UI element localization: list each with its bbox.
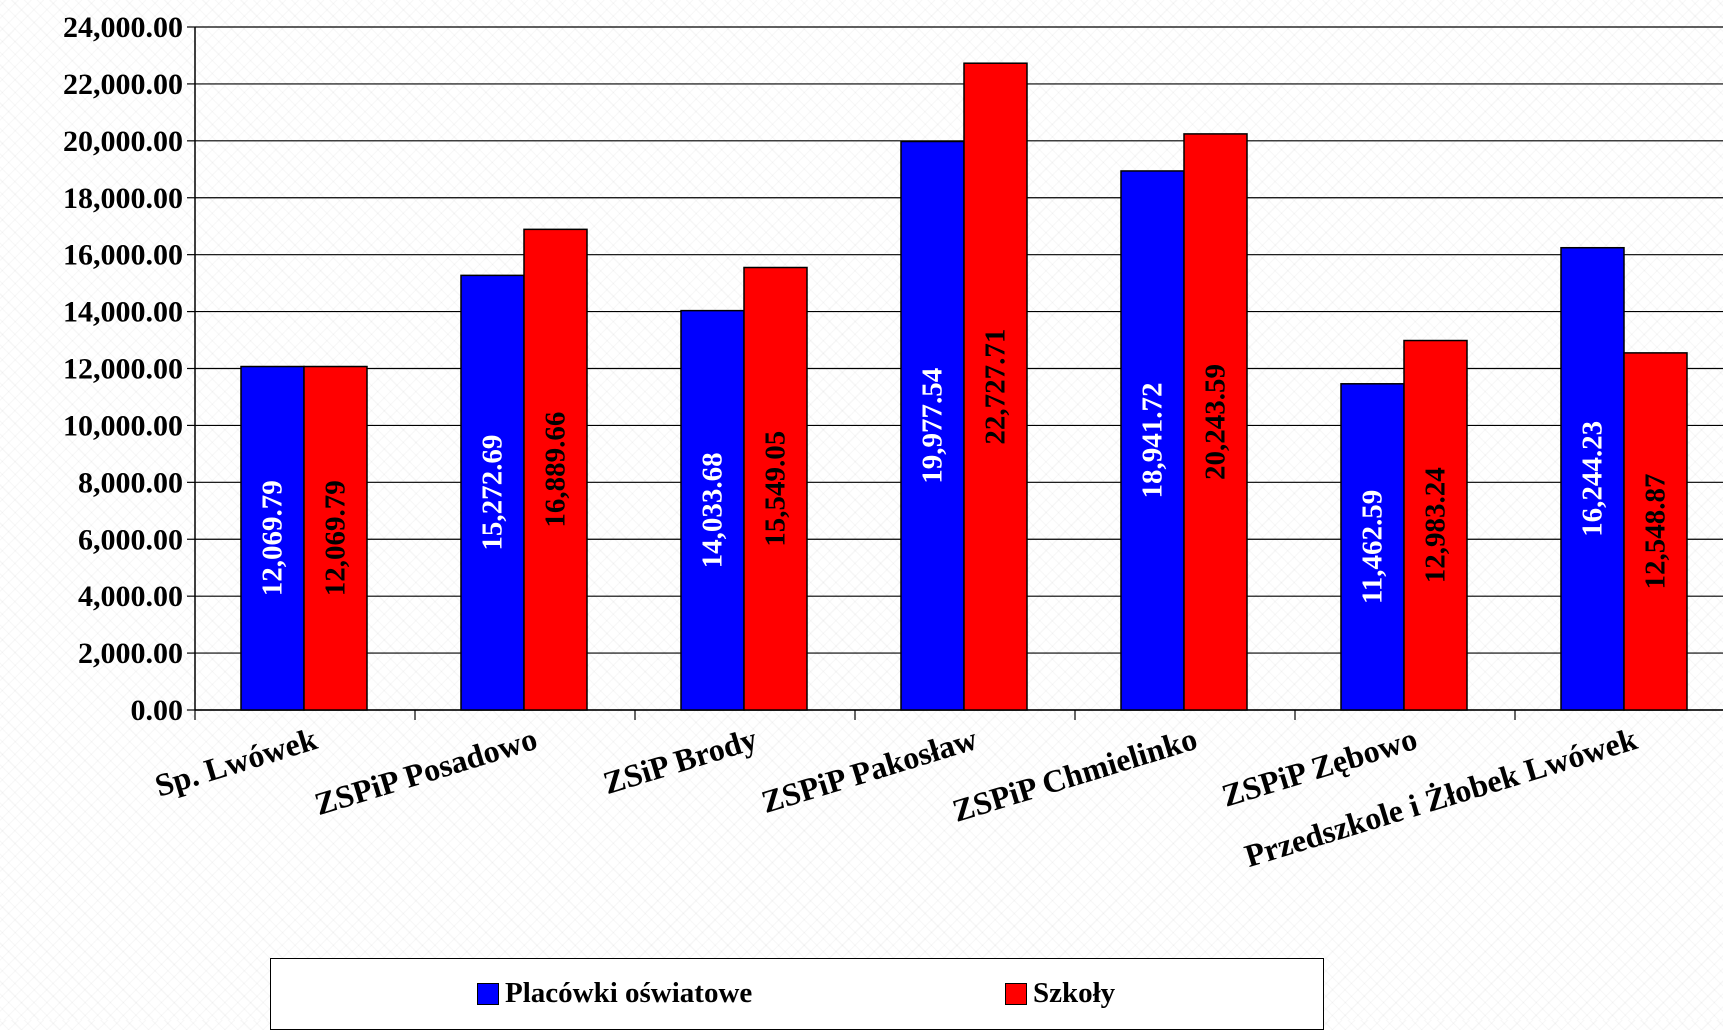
y-tick-label: 6,000.00 [78,523,183,556]
bar [680,309,745,711]
bar [963,62,1028,711]
legend-label-series-2: Szkoły [1033,977,1116,1009]
bar-value-label: 14,033.68 [697,452,729,568]
legend-swatch-red [1005,982,1027,1005]
x-tick-label: ZSPiP Pakosław [757,720,981,820]
bar-value-label: 20,243.59 [1200,364,1232,480]
bar [303,365,368,711]
bar [1120,170,1185,711]
legend-swatch-blue [477,982,499,1005]
x-tick-label: Przedszkole i Żłobek Lwówek [1240,720,1641,874]
bar [460,274,525,711]
bar-value-label: 15,549.05 [760,431,792,547]
legend-item-series-2: Szkoły [1005,977,1115,1010]
bar [1340,383,1405,711]
bar-value-label: 12,548.87 [1640,473,1672,589]
y-tick-label: 24,000.00 [63,11,183,44]
legend-label-series-1: Placówki oświatowe [505,977,753,1009]
x-tick-label: ZSiP Brody [599,720,761,801]
y-tick-label: 0.00 [131,694,184,727]
x-tick-label: ZSPiP Posadowo [310,720,541,822]
bar-value-label: 12,069.79 [320,480,352,596]
bar [1403,339,1468,711]
bar-value-label: 18,941.72 [1137,382,1169,498]
y-tick-label: 4,000.00 [78,580,183,613]
bar [743,266,808,711]
y-tick-label: 18,000.00 [63,182,183,215]
y-tick-label: 16,000.00 [63,239,183,272]
x-tick-label: Sp. Lwówek [151,720,322,803]
x-tick-label: ZSPiP Chmielinko [948,720,1201,829]
y-tick-label: 22,000.00 [63,68,183,101]
bar [240,365,305,711]
y-tick-label: 8,000.00 [78,466,183,499]
bar-value-label: 16,889.66 [540,412,572,528]
bar [900,140,965,711]
y-tick-label: 10,000.00 [63,409,183,442]
bar-value-label: 12,983.24 [1420,467,1452,583]
bar-value-label: 15,272.69 [477,435,509,551]
y-tick-label: 20,000.00 [63,125,183,158]
bar-value-label: 12,069.79 [257,480,289,596]
bar [1183,133,1248,711]
bar [1623,352,1688,711]
bar-value-label: 16,244.23 [1577,421,1609,537]
bar-value-label: 22,727.71 [980,329,1012,445]
y-tick-label: 12,000.00 [63,353,183,386]
legend-item-series-1: Placówki oświatowe [477,977,752,1010]
y-tick-label: 14,000.00 [63,296,183,329]
chart-legend: Placówki oświatowe Szkoły [270,958,1324,1030]
bar [523,228,588,711]
bar-value-label: 11,462.59 [1357,490,1389,604]
bar-value-label: 19,977.54 [917,368,949,484]
y-tick-label: 2,000.00 [78,637,183,670]
